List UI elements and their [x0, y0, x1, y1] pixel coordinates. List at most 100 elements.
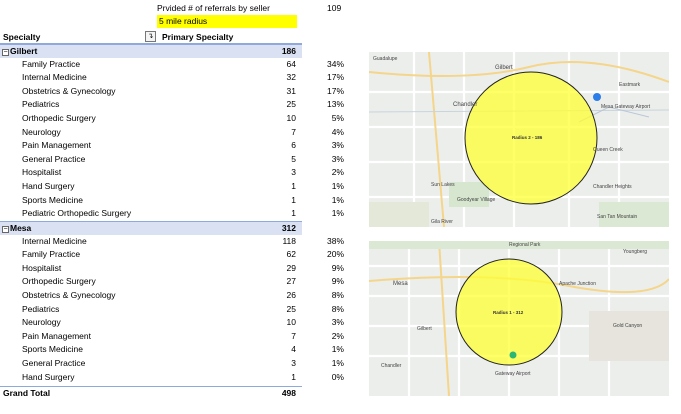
referrals-count: 109 — [327, 3, 342, 13]
group-total: 312 — [281, 223, 296, 233]
row-percent: 17% — [326, 85, 344, 96]
row-percent: 1% — [331, 181, 344, 191]
table-row: Family Practice 64 34% — [0, 58, 344, 72]
group-total: 186 — [281, 46, 296, 56]
row-percent: 4% — [331, 126, 344, 137]
map-place-label: Goodyear Village — [457, 197, 496, 203]
row-percent: 2% — [331, 167, 344, 178]
row-label: General Practice — [22, 358, 86, 368]
row-value: 26 — [286, 290, 296, 300]
primary-specialty-column-header: Primary Specialty — [162, 32, 234, 42]
row-percent: 3% — [331, 317, 344, 328]
group-row-mesa[interactable]: − Mesa 312 — [0, 221, 302, 235]
row-label: Hand Surgery — [22, 181, 75, 191]
row-label: General Practice — [22, 153, 86, 164]
row-label: Family Practice — [22, 58, 81, 69]
row-percent: 9% — [331, 262, 344, 273]
table-row: Hospitalist 29 9% — [0, 262, 344, 276]
row-label: Internal Medicine — [22, 235, 87, 246]
row-value: 32 — [286, 72, 296, 83]
row-percent: 8% — [331, 290, 344, 300]
referrals-note: Prvided # of referrals by seller — [157, 3, 270, 13]
row-value: 25 — [286, 99, 296, 110]
row-label: Pediatrics — [22, 303, 60, 314]
table-row: Hand Surgery 1 1% — [0, 180, 344, 194]
map-place-label: Gilbert — [417, 326, 432, 332]
row-percent: 2% — [331, 330, 344, 341]
grand-total-label: Grand Total — [3, 388, 51, 398]
row-label: Hand Surgery — [22, 371, 75, 382]
map-place-label: Chandler — [453, 102, 478, 108]
row-value: 1 — [291, 208, 296, 219]
map-place-label: Mesa Gateway Airport — [601, 104, 651, 110]
filter-dropdown-icon[interactable]: ↴ — [145, 31, 156, 42]
row-label: Orthopedic Surgery — [22, 276, 96, 287]
group-row-gilbert[interactable]: − Gilbert 186 — [0, 44, 302, 58]
map-place-label: Gilbert — [495, 65, 513, 71]
row-percent: 5% — [331, 113, 344, 123]
map-place-label: Chandler — [381, 363, 402, 369]
row-label: Orthopedic Surgery — [22, 113, 96, 123]
map-place-label: San Tan Mountain — [597, 214, 638, 220]
table-row: Pain Management 6 3% — [0, 139, 344, 153]
row-percent: 20% — [326, 249, 344, 260]
row-value: 7 — [291, 126, 296, 137]
row-value: 29 — [286, 262, 296, 273]
row-percent: 17% — [326, 72, 344, 83]
table-row: Neurology 10 3% — [0, 316, 344, 330]
group-name: Gilbert — [10, 46, 38, 56]
grand-total-row: Grand Total 498 — [0, 386, 302, 400]
row-value: 6 — [291, 140, 296, 151]
table-row: General Practice 3 1% — [0, 357, 344, 371]
row-label: Pain Management — [22, 330, 91, 341]
collapse-icon[interactable]: − — [2, 49, 9, 56]
row-value: 7 — [291, 330, 296, 341]
table-row: Pain Management 7 2% — [0, 330, 344, 344]
radius-label: Radius 2 - 186 — [512, 135, 543, 140]
row-percent: 3% — [331, 140, 344, 151]
row-percent: 38% — [326, 235, 344, 246]
map-place-label: Gold Canyon — [613, 323, 643, 329]
row-percent: 1% — [331, 194, 344, 205]
map-place-label: Gila River — [431, 219, 453, 225]
map-place-label: Eastmark — [619, 82, 641, 88]
pivot-header: Specialty ↴ Primary Specialty — [0, 30, 302, 44]
group-name: Mesa — [10, 223, 32, 233]
map-place-label: Regional Park — [509, 242, 541, 248]
table-row: Sports Medicine 1 1% — [0, 194, 344, 208]
table-row: Obstetrics & Gynecology 31 17% — [0, 85, 344, 99]
row-label: Obstetrics & Gynecology — [22, 290, 116, 300]
table-row: Neurology 7 4% — [0, 126, 344, 140]
row-value: 10 — [286, 113, 296, 123]
row-label: Internal Medicine — [22, 72, 87, 83]
row-percent: 34% — [326, 58, 344, 69]
mesa-radius-map[interactable]: Regional Park Mesa Gilbert Chandler Apac… — [369, 241, 669, 396]
collapse-icon[interactable]: − — [2, 226, 9, 233]
map-place-label: Apache Junction — [559, 281, 596, 287]
table-row: Family Practice 62 20% — [0, 248, 344, 262]
row-value: 31 — [286, 85, 296, 96]
row-value: 1 — [291, 371, 296, 382]
map-place-label: Youngberg — [623, 249, 648, 255]
row-value: 62 — [286, 249, 296, 260]
map-place-label: Gateway Airport — [495, 371, 531, 377]
map-place-label: Mesa — [393, 281, 408, 287]
row-value: 64 — [286, 58, 296, 69]
row-value: 25 — [286, 303, 296, 314]
row-value: 118 — [282, 235, 296, 246]
map-background — [369, 241, 669, 396]
row-value: 1 — [291, 181, 296, 191]
gilbert-radius-map[interactable]: Guadalupe Gilbert Chandler Mesa Gateway … — [369, 52, 669, 227]
table-row: Internal Medicine 32 17% — [0, 71, 344, 85]
row-label: Family Practice — [22, 249, 81, 260]
map-place-label: Sun Lakes — [431, 182, 455, 188]
row-percent: 1% — [331, 344, 344, 355]
grand-total-value: 498 — [281, 388, 296, 398]
row-value: 10 — [286, 317, 296, 328]
table-row: Orthopedic Surgery 10 5% — [0, 112, 344, 126]
row-value: 4 — [291, 344, 296, 355]
table-row: Orthopedic Surgery 27 9% — [0, 275, 344, 289]
map-background — [369, 52, 669, 227]
table-row: Internal Medicine 118 38% — [0, 235, 344, 249]
row-label: Sports Medicine — [22, 194, 83, 205]
